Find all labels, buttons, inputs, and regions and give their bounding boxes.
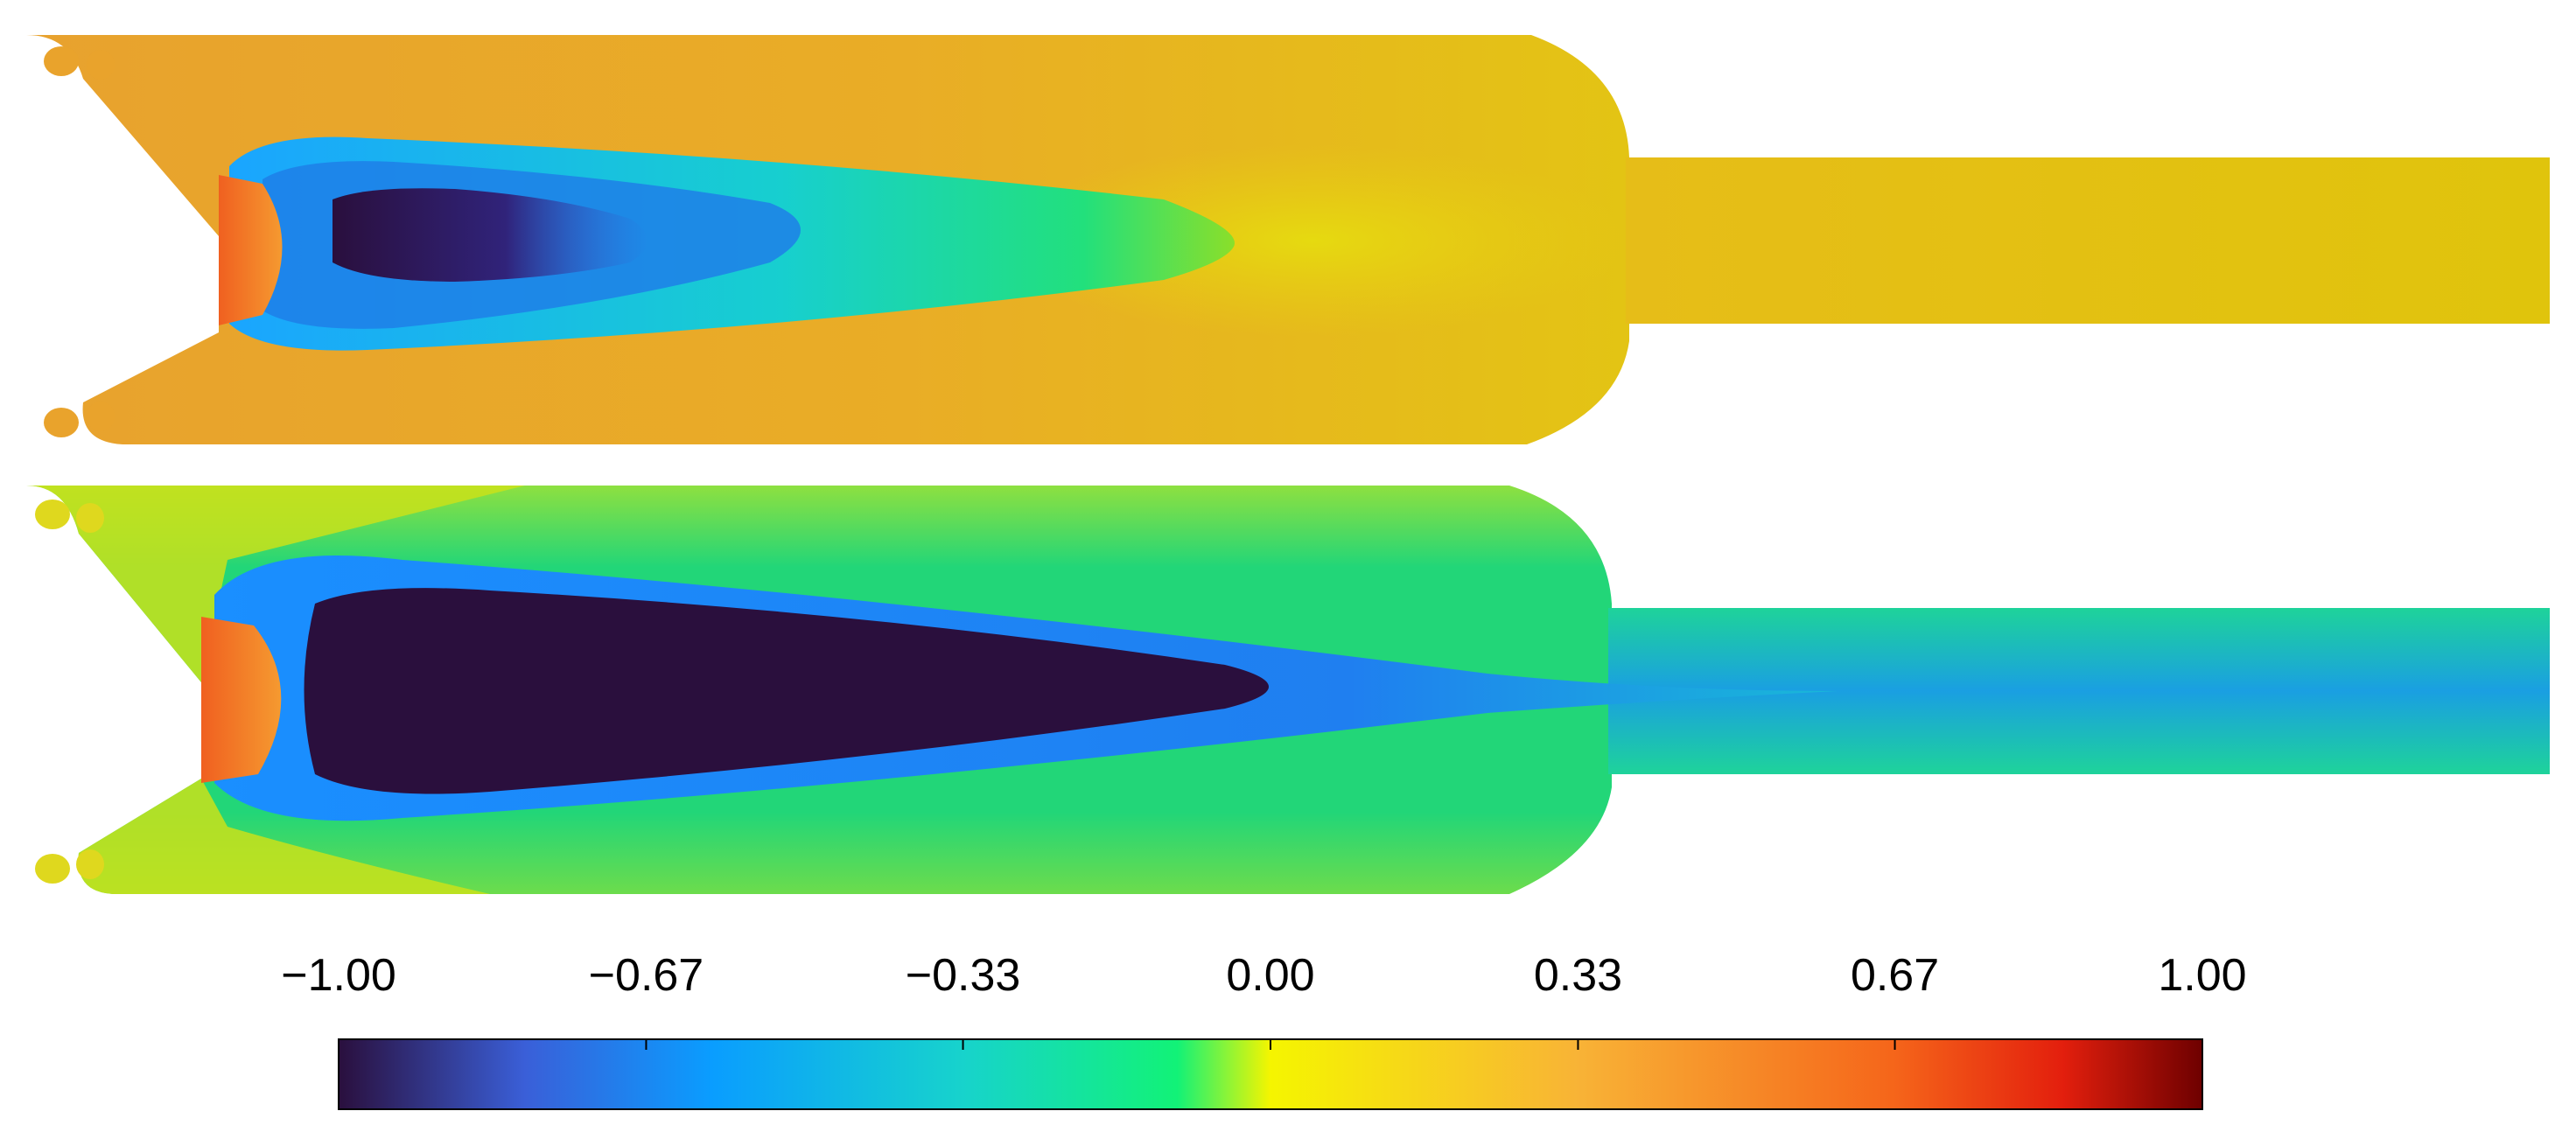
top-hot-wall bbox=[219, 175, 283, 325]
top-injector-dot bbox=[87, 50, 115, 80]
bottom-injector-dot bbox=[35, 500, 70, 529]
colorbar: −1.00 −0.67 −0.33 0.00 0.33 0.67 1.00 bbox=[281, 950, 2247, 1110]
colorbar-ticks: −1.00 −0.67 −0.33 0.00 0.33 0.67 1.00 bbox=[281, 950, 2247, 1050]
colorbar-tick-label: −0.33 bbox=[906, 950, 1021, 1001]
top-injector-dot bbox=[87, 402, 115, 431]
top-injector-dot bbox=[44, 408, 79, 437]
colorbar-tick-label: −0.67 bbox=[589, 950, 704, 1001]
colorbar-tick-label: 0.33 bbox=[1534, 950, 1622, 1001]
bottom-left-fringe bbox=[26, 486, 525, 682]
colorbar-gradient bbox=[338, 1038, 2203, 1110]
top-yellow-halo bbox=[998, 144, 1628, 337]
bottom-hot-wall bbox=[201, 617, 282, 783]
bottom-injector-dot bbox=[35, 854, 70, 884]
top-injector-dot bbox=[44, 46, 79, 76]
colorbar-tick-label: 0.67 bbox=[1851, 950, 1939, 1001]
top-dark-core bbox=[332, 188, 648, 282]
bottom-dark-core bbox=[304, 588, 1269, 794]
bottom-injector-dot bbox=[76, 849, 104, 879]
colorbar-tick-label: 1.00 bbox=[2158, 950, 2246, 1001]
bottom-contour-panel bbox=[26, 486, 2550, 894]
colorbar-tick-label: 0.00 bbox=[1226, 950, 1314, 1001]
bottom-left-fringe bbox=[78, 779, 490, 894]
top-contour-panel bbox=[26, 35, 2550, 444]
top-outlet-pipe bbox=[1626, 157, 2550, 324]
bottom-injector-dot bbox=[76, 503, 104, 533]
colorbar-tick-label: −1.00 bbox=[281, 950, 396, 1001]
